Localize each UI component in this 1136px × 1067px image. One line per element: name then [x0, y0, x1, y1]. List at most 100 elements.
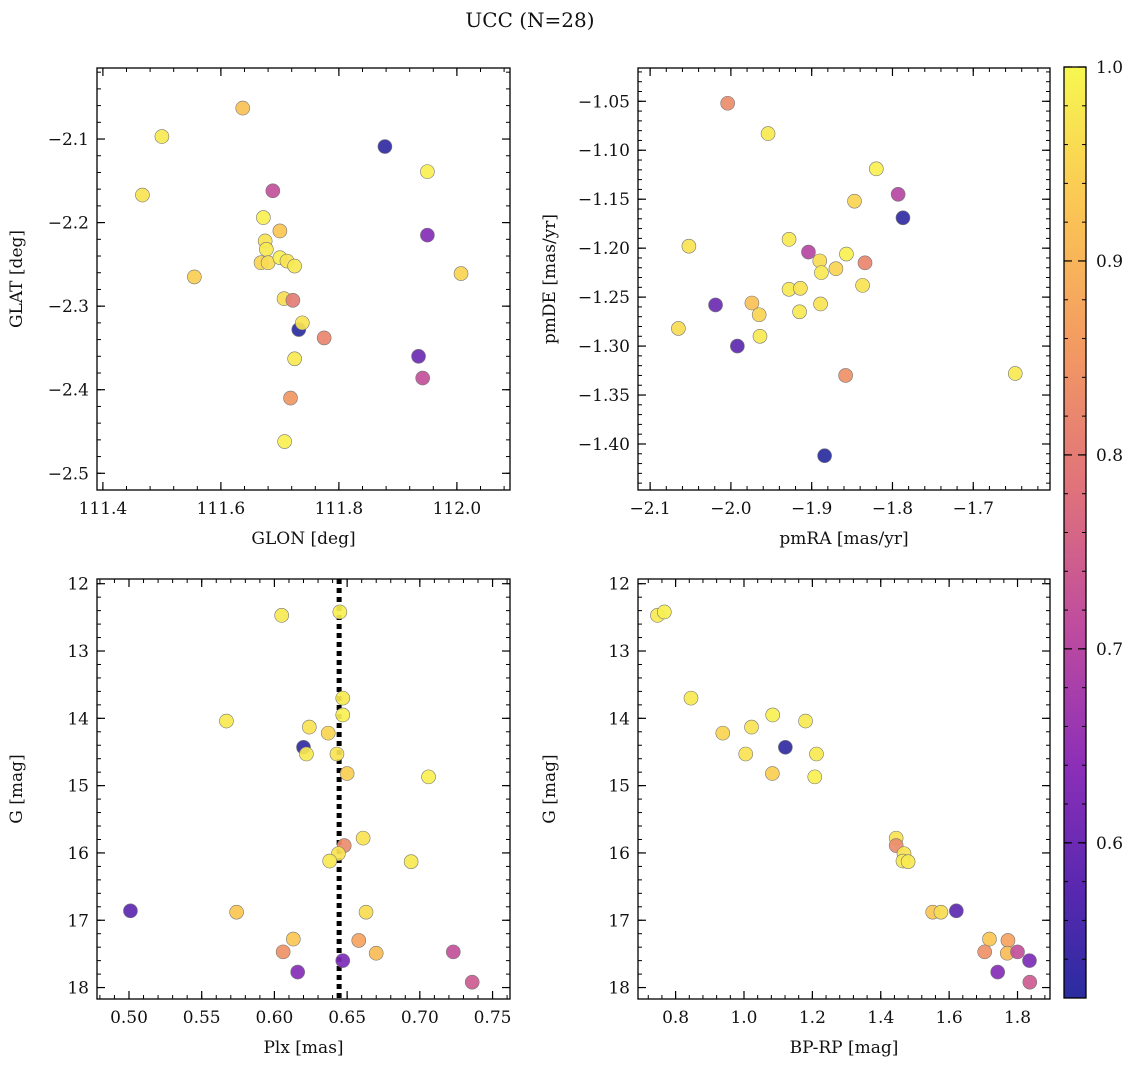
data-point	[351, 933, 367, 948]
data-point	[838, 368, 853, 383]
data-point	[339, 766, 355, 781]
data-point	[403, 854, 419, 869]
panel-glon-glat: 111.4 111.6 111.8 112.0 −2.5 −2.4 −2.3 −2.2 −2.1…	[7, 67, 511, 549]
y-tick-label: −1.40	[578, 435, 630, 455]
data-point	[765, 766, 780, 781]
y-tick-label: 16	[67, 844, 89, 864]
data-point	[355, 830, 371, 846]
data-point	[259, 242, 274, 257]
x-tick-label: −2.0	[710, 499, 751, 519]
data-point	[778, 739, 793, 755]
y-axis-label: pmDE [mas/yr]	[540, 214, 560, 344]
data-point	[290, 964, 305, 980]
data-point	[229, 904, 244, 920]
data-point	[900, 854, 916, 869]
data-point	[720, 95, 735, 111]
data-point	[332, 604, 348, 620]
data-point	[411, 348, 426, 364]
data-point	[933, 904, 949, 920]
data-point	[285, 293, 301, 308]
data-point	[1022, 953, 1037, 968]
data-point	[847, 193, 862, 209]
y-tick-label: −1.25	[578, 288, 630, 308]
data-point	[135, 187, 150, 203]
data-point	[421, 769, 436, 785]
y-tick-label: 15	[608, 777, 630, 797]
y-axis-label: GLAT [deg]	[7, 230, 27, 328]
x-tick-label: 111.6	[197, 499, 246, 519]
data-point	[377, 139, 393, 154]
panel-plx-g: 0.50 0.55 0.60 0.65 0.70 0.75 12 13 14 15 16 17 18 Pl…	[7, 575, 511, 1058]
data-point	[1010, 944, 1025, 960]
data-point	[949, 903, 964, 919]
x-tick-label: 0.65	[328, 1008, 366, 1028]
data-point	[807, 769, 823, 785]
colorbar-tick-label: 0.8	[1096, 446, 1123, 466]
colorbar: 0.6 0.7 0.8 0.9 1.0	[1063, 58, 1123, 999]
y-tick-label: 17	[608, 911, 630, 931]
y-tick-label: 18	[67, 979, 89, 999]
y-tick-label: −1.10	[578, 141, 630, 161]
data-point	[715, 725, 731, 741]
y-tick-label: −2.4	[48, 381, 89, 401]
y-tick-label: −2.2	[48, 214, 89, 234]
x-tick-label: 0.70	[401, 1008, 439, 1028]
data-point	[287, 258, 302, 274]
data-point	[368, 945, 384, 961]
data-point	[274, 608, 289, 623]
data-point	[335, 707, 351, 723]
data-point	[1022, 974, 1038, 990]
x-tick-label: 1.6	[936, 1008, 963, 1028]
data-point	[744, 295, 760, 311]
x-tick-label: −1.8	[872, 499, 913, 519]
data-point	[329, 746, 345, 762]
x-tick-label: 1.0	[730, 1008, 757, 1028]
data-point	[453, 266, 469, 281]
data-point	[752, 328, 768, 344]
colorbar-tick-label: 1.0	[1096, 58, 1123, 78]
data-point	[683, 690, 699, 706]
data-point	[415, 370, 430, 386]
data-point	[744, 719, 759, 735]
y-tick-label: −2.1	[48, 130, 89, 150]
y-tick-label: −1.20	[578, 239, 630, 259]
data-point	[283, 390, 298, 406]
data-point	[286, 931, 301, 947]
figure-title: UCC (N=28)	[465, 8, 594, 32]
data-point	[990, 964, 1005, 980]
data-point	[277, 434, 292, 449]
data-point	[869, 161, 884, 177]
y-tick-label: −1.15	[578, 190, 630, 210]
data-point	[287, 351, 302, 367]
axes-frame	[637, 67, 1051, 491]
data-point	[977, 944, 992, 960]
data-point	[123, 903, 138, 919]
x-tick-label: 111.8	[315, 499, 364, 519]
data-point	[335, 690, 351, 706]
y-tick-label: 13	[608, 642, 630, 662]
data-point	[320, 725, 336, 741]
x-tick-label: −2.1	[629, 499, 670, 519]
y-tick-label: 17	[67, 911, 89, 931]
data-point	[187, 269, 202, 285]
colorbar-tick-label: 0.9	[1096, 252, 1123, 272]
data-point	[781, 232, 797, 247]
axes-frame	[96, 67, 511, 491]
y-tick-label: 13	[67, 642, 89, 662]
data-point	[765, 707, 781, 723]
x-tick-label: 1.2	[799, 1008, 826, 1028]
colorbar-tick-label: 0.7	[1096, 640, 1123, 660]
data-point	[295, 315, 310, 331]
panel-pmra-pmde: −2.1 −2.0 −1.9 −1.8 −1.7 −1.40 −1.35 −1.30 −1.25…	[540, 67, 1051, 549]
data-point	[982, 931, 997, 947]
data-point	[817, 448, 832, 464]
data-point	[890, 187, 906, 202]
x-tick-label: 1.4	[867, 1008, 894, 1028]
data-point	[809, 746, 824, 762]
data-point	[420, 227, 435, 243]
y-tick-label: −1.05	[578, 92, 630, 112]
x-tick-label: 0.75	[474, 1008, 512, 1028]
data-point	[730, 338, 745, 354]
data-point	[681, 238, 697, 254]
